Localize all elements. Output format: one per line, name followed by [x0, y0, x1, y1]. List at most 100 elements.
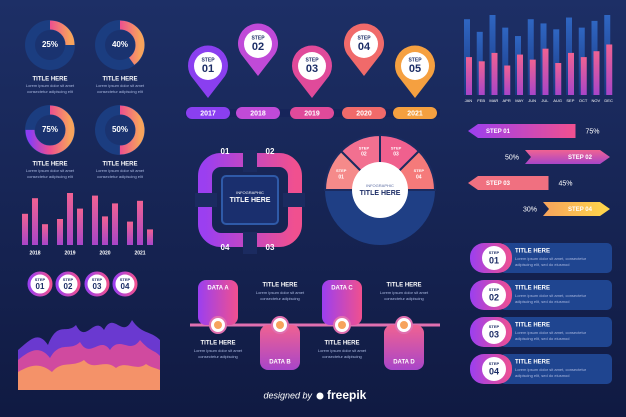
- step-label: STEP: [63, 277, 74, 282]
- square-number: 03: [266, 243, 275, 252]
- bar-category: 2018: [29, 250, 40, 256]
- card-text: Lorem ipsum dolor sit amet, consectetur: [515, 330, 587, 335]
- footer-icon: [316, 392, 324, 400]
- bar: [22, 213, 28, 245]
- semi-step-label: STEP: [414, 168, 425, 173]
- area-chart: [18, 320, 160, 390]
- square-gap: [243, 150, 257, 172]
- month-bar: [502, 27, 509, 96]
- month-bar: [517, 54, 523, 95]
- year-pill: [290, 107, 334, 119]
- semi-title: TITLE HERE: [360, 190, 401, 197]
- month-label: DEC: [604, 98, 613, 103]
- card-label: STEP: [489, 361, 500, 366]
- year-pill: [186, 107, 230, 119]
- card-text: adipiscing elit, sed do eiusmod: [515, 299, 569, 304]
- bar: [137, 200, 143, 245]
- arrow: [468, 124, 576, 138]
- arrow-step: STEP 01: [486, 129, 511, 135]
- timeline-text: consectetur adipiscing: [384, 296, 424, 301]
- arrow: [525, 150, 610, 164]
- bar-category: 2020: [99, 250, 110, 256]
- step-pill: [112, 271, 138, 297]
- pin-label: STEP: [201, 57, 215, 63]
- step-pill: [55, 271, 81, 297]
- arrow-step: STEP 02: [568, 155, 593, 161]
- month-bar: [580, 57, 587, 95]
- square-number: 04: [221, 243, 230, 252]
- donut-text: consectetur adipiscing elit: [27, 174, 74, 179]
- month-label: APR: [503, 98, 511, 103]
- timeline-tab: [322, 280, 362, 325]
- card-title: TITLE HERE: [515, 286, 550, 292]
- month-bar: [529, 59, 536, 95]
- step-number: 02: [64, 282, 73, 291]
- donut-label: 25%: [42, 40, 58, 49]
- bar: [127, 221, 133, 245]
- donut-text: Lorem ipsum dolor sit amet: [26, 168, 75, 173]
- month-bar: [527, 19, 534, 95]
- card-title: TITLE HERE: [515, 249, 550, 255]
- card-label: STEP: [489, 324, 500, 329]
- card-circle: [482, 357, 506, 381]
- semi-step-number: 01: [338, 174, 344, 180]
- step-label: STEP: [35, 277, 46, 282]
- month-label: JAN: [465, 98, 473, 103]
- pin-label: STEP: [408, 57, 422, 63]
- timeline-title: TITLE HERE: [262, 283, 297, 289]
- arrow-value: 75%: [586, 128, 600, 135]
- donut-text: consectetur adipiscing elit: [27, 89, 74, 94]
- pin-number: 02: [252, 41, 264, 53]
- timeline-text: consectetur adipiscing: [198, 354, 238, 359]
- timeline-data: DATA D: [393, 360, 415, 366]
- month-bar: [466, 57, 472, 95]
- timeline-node-inner: [338, 321, 346, 329]
- timeline-text: Lorem ipsum dolor sit amet: [380, 290, 429, 295]
- year-label: 2017: [200, 110, 216, 117]
- donut-arc: [95, 105, 145, 155]
- card-text: Lorem ipsum dolor sit amet, consectetur: [515, 367, 587, 372]
- card-number: 01: [489, 255, 499, 265]
- pin-center: [194, 52, 222, 80]
- month-bar: [555, 63, 562, 95]
- year-label: 2021: [407, 110, 423, 117]
- pin-number: 05: [409, 63, 421, 75]
- timeline-text: Lorem ipsum dolor sit amet: [256, 290, 305, 295]
- timeline-node-inner: [276, 321, 284, 329]
- donut-title: TITLE HERE: [32, 77, 67, 83]
- month-label: NOV: [592, 98, 601, 103]
- month-label: MAY: [515, 98, 524, 103]
- donut-title: TITLE HERE: [102, 77, 137, 83]
- donut-title: TITLE HERE: [102, 162, 137, 168]
- donut-text: Lorem ipsum dolor sit amet: [96, 83, 145, 88]
- donut-center: [35, 30, 65, 60]
- card-circle: [482, 320, 506, 344]
- month-bar: [606, 44, 613, 95]
- month-bar: [491, 52, 498, 95]
- year-pill: [342, 107, 386, 119]
- square-gap: [243, 232, 257, 254]
- card-text: adipiscing elit, sed do eiusmod: [515, 373, 569, 378]
- arrow-step: STEP 04: [568, 207, 593, 213]
- bar-category: 2021: [134, 250, 145, 256]
- arrow-value: 45%: [559, 180, 573, 187]
- donut-label: 40%: [112, 40, 128, 49]
- card-number: 03: [489, 329, 499, 339]
- donut-center: [35, 115, 65, 145]
- card: [500, 354, 612, 384]
- card: [500, 280, 612, 310]
- month-bar: [553, 29, 560, 96]
- bar: [77, 208, 83, 245]
- month-label: MAR: [489, 98, 498, 103]
- pin-number: 03: [306, 63, 318, 75]
- timeline-text: consectetur adipiscing: [260, 296, 300, 301]
- timeline-title: TITLE HERE: [200, 341, 235, 347]
- arrow-step: STEP 03: [486, 181, 511, 187]
- square-number: 02: [266, 147, 275, 156]
- semi-step-number: 02: [361, 152, 367, 158]
- month-label: SEP: [566, 98, 574, 103]
- month-bar: [478, 61, 485, 95]
- card-text: Lorem ipsum dolor sit amet, consectetur: [515, 293, 587, 298]
- month-label: OCT: [579, 98, 588, 103]
- donut-center: [105, 30, 135, 60]
